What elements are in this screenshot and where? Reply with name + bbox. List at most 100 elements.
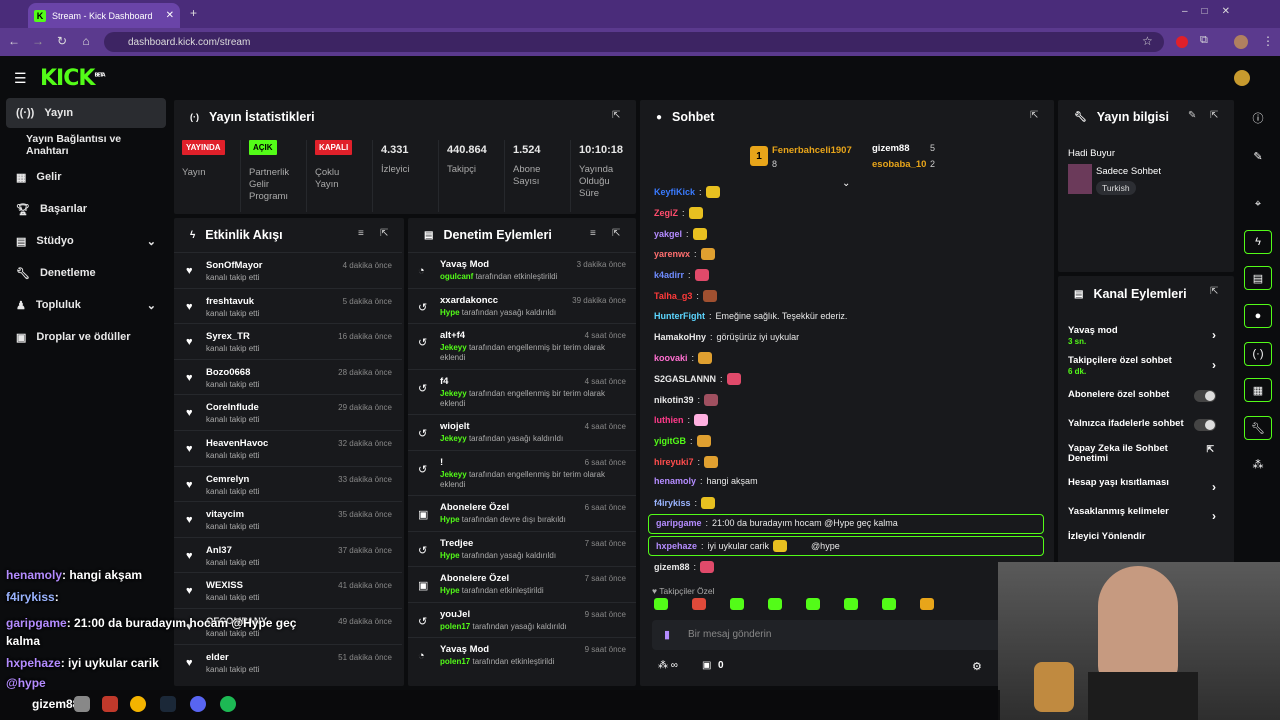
emote-icon[interactable]: [730, 598, 744, 610]
chat-username[interactable]: garipgame: [656, 518, 702, 528]
activity-item[interactable]: ♥ elder kanalı takip etti 51 dakika önce: [174, 643, 402, 680]
chrome-icon[interactable]: [130, 696, 146, 712]
gift-icon[interactable]: ▣: [702, 660, 712, 671]
close-tab-icon[interactable]: ✕: [165, 10, 174, 21]
gear-icon[interactable]: ⚙: [972, 661, 982, 673]
chat-username[interactable]: yarenwx: [654, 249, 691, 259]
activity-item[interactable]: ♥ freshtavuk kanalı takip etti 5 dakika …: [174, 287, 402, 324]
chat-bubble-icon[interactable]: ●: [1244, 304, 1272, 328]
microphone-icon[interactable]: ▮: [664, 629, 671, 641]
document-icon[interactable]: ▤: [1244, 266, 1272, 290]
activity-item[interactable]: ♥ SonOfMayor kanalı takip etti 4 dakika …: [174, 252, 402, 288]
extension-icon[interactable]: [1176, 36, 1188, 48]
edit-icon[interactable]: ✎: [1253, 150, 1263, 163]
taskbar-app-icon[interactable]: [102, 696, 118, 712]
channel-action-row[interactable]: Yapay Zeka ile Sohbet Denetimi ⇱: [1068, 444, 1228, 468]
moderator-name[interactable]: Jekeyy: [440, 469, 467, 479]
popout-icon[interactable]: ⇱: [612, 228, 621, 239]
activity-item[interactable]: ♥ WEXISS kanalı takip etti 41 dakika önc…: [174, 572, 402, 608]
activity-user[interactable]: elder: [206, 651, 229, 663]
moderation-item[interactable]: ▣ Abonelere Özel Hype tarafından devre d…: [408, 495, 636, 531]
emote-icon[interactable]: [692, 598, 706, 610]
chat-username[interactable]: k4adirr: [654, 270, 685, 280]
chat-username[interactable]: henamoly: [654, 476, 697, 486]
moderator-name[interactable]: ogulcanf: [440, 272, 474, 281]
activity-user[interactable]: Bozo0668: [206, 366, 251, 378]
edit-icon[interactable]: ✎: [1188, 110, 1197, 121]
emote-icon[interactable]: [882, 598, 896, 610]
url-input[interactable]: dashboard.kick.com/stream: [104, 32, 1164, 52]
top-gifter-name[interactable]: Fenerbahceli1907: [772, 145, 852, 156]
channel-action-row[interactable]: Hesap yaşı kısıtlaması ›: [1068, 478, 1228, 502]
activity-user[interactable]: CoreInflude: [206, 402, 259, 414]
user-avatar[interactable]: [1234, 70, 1250, 86]
chat-username[interactable]: S2GASLANNN: [654, 374, 717, 384]
moderation-item[interactable]: ↺ f4 Jekeyy tarafından engellenmiş bir t…: [408, 368, 636, 415]
discord-icon[interactable]: [190, 696, 206, 712]
moderator-name[interactable]: Jekeyy: [440, 388, 467, 398]
kick-logo[interactable]: KICKBETA: [40, 66, 106, 91]
popout-icon[interactable]: ⇱: [1210, 286, 1219, 297]
chat-username[interactable]: f4irykiss: [654, 498, 691, 508]
toggle-switch[interactable]: [1194, 419, 1216, 431]
sidebar-item-basarilar[interactable]: 🏆︎ Başarılar: [6, 194, 166, 224]
activity-item[interactable]: ♥ Anl37 kanalı takip etti 37 dakika önce: [174, 536, 402, 573]
activity-item[interactable]: ♥ Syrex_TR kanalı takip etti 16 dakika ö…: [174, 323, 402, 359]
chat-username[interactable]: Talha_g3: [654, 291, 693, 301]
sidebar-item-topluluk[interactable]: ♟ Topluluk ⌄: [6, 290, 166, 320]
emote-icon[interactable]: [844, 598, 858, 610]
moderation-item[interactable]: ↺ Tredjee Hype tarafından yasağı kaldırı…: [408, 530, 636, 567]
moderation-item[interactable]: ◔ Yavaş Mod polen17 tarafından etkinleşt…: [408, 637, 636, 673]
emote-icon[interactable]: [654, 598, 668, 610]
sidebar-item-yayin[interactable]: ((·)) Yayın: [6, 98, 166, 128]
more-icon[interactable]: ⁂: [1252, 458, 1264, 471]
emote-icon[interactable]: [920, 598, 934, 610]
chat-username[interactable]: hxpehaze: [656, 541, 698, 551]
moderation-item[interactable]: ▣ Abonelere Özel Hype tarafından etkinle…: [408, 566, 636, 602]
wrench-icon[interactable]: 🔧︎: [1244, 416, 1272, 440]
moderator-name[interactable]: Jekeyy: [440, 434, 467, 443]
emote-icon[interactable]: [806, 598, 820, 610]
reload-icon[interactable]: ↻: [56, 34, 68, 48]
channel-points-icon[interactable]: ⁂ ∞: [658, 660, 678, 671]
channel-action-row[interactable]: Takipçilere özel sohbet 6 dk. ›: [1068, 356, 1228, 380]
channel-action-row[interactable]: Yavaş mod 3 sn. ›: [1068, 326, 1228, 350]
back-icon[interactable]: ←: [8, 34, 20, 48]
filter-icon[interactable]: ≡: [358, 228, 364, 239]
forward-icon[interactable]: →: [32, 34, 44, 48]
moderation-item[interactable]: ↺ youJel polen17 tarafından yasağı kaldı…: [408, 601, 636, 638]
third-gifter-name[interactable]: esobaba_10: [872, 159, 927, 170]
chat-username[interactable]: KeyfiKick: [654, 187, 696, 197]
expand-leaderboard-icon[interactable]: ⌄: [842, 178, 851, 189]
popout-icon[interactable]: ⇱: [380, 228, 389, 239]
category-name[interactable]: Sadece Sohbet: [1096, 166, 1161, 177]
activity-item[interactable]: ♥ vitaycim kanalı takip etti 35 dakika ö…: [174, 501, 402, 537]
chat-username[interactable]: yigitGB: [654, 436, 687, 446]
sidebar-item-droplar[interactable]: ▣ Droplar ve ödüller: [6, 322, 166, 352]
bookmark-star-icon[interactable]: ☆: [1142, 34, 1153, 48]
chat-input[interactable]: ▮ Bir mesaj gönderin: [652, 620, 1042, 650]
sidebar-item-gelir[interactable]: ▦ Gelir: [6, 162, 166, 192]
window-controls[interactable]: –□✕: [1182, 6, 1244, 17]
new-tab-icon[interactable]: +: [190, 6, 198, 20]
moderation-item[interactable]: ◔ Yavaş Mod ogulcanf tarafından etkinleş…: [408, 252, 636, 288]
activity-user[interactable]: OFCOMPANY: [206, 616, 268, 627]
moderation-item[interactable]: ↺ wiojelt Jekeyy tarafından yasağı kaldı…: [408, 414, 636, 450]
activity-user[interactable]: Syrex_TR: [206, 331, 250, 343]
sidebar-item-stream-key[interactable]: Yayın Bağlantısı ve Anahtarı: [6, 130, 166, 160]
moderation-item[interactable]: ↺ alt+f4 Jekeyy tarafından engellenmiş b…: [408, 323, 636, 369]
sidebar-item-denetleme[interactable]: 🔧︎ Denetleme: [6, 258, 166, 288]
filter-icon[interactable]: ≡: [590, 228, 596, 239]
toggle-switch[interactable]: [1194, 390, 1216, 402]
info-icon[interactable]: ⓘ: [1252, 113, 1264, 125]
moderator-name[interactable]: Jekeyy: [440, 343, 467, 352]
chat-username[interactable]: HamakoHny: [654, 332, 707, 342]
popout-icon[interactable]: ⇱: [1030, 110, 1039, 121]
browser-menu-icon[interactable]: ⋮: [1262, 34, 1274, 48]
chat-username[interactable]: ZegiZ: [654, 208, 678, 218]
emote-icon[interactable]: [768, 598, 782, 610]
actions-icon[interactable]: ▦: [1244, 378, 1272, 402]
chat-username[interactable]: nikotin39: [654, 395, 694, 405]
chat-username[interactable]: hireyuki7: [654, 457, 694, 467]
moderator-name[interactable]: Hype: [440, 550, 460, 560]
